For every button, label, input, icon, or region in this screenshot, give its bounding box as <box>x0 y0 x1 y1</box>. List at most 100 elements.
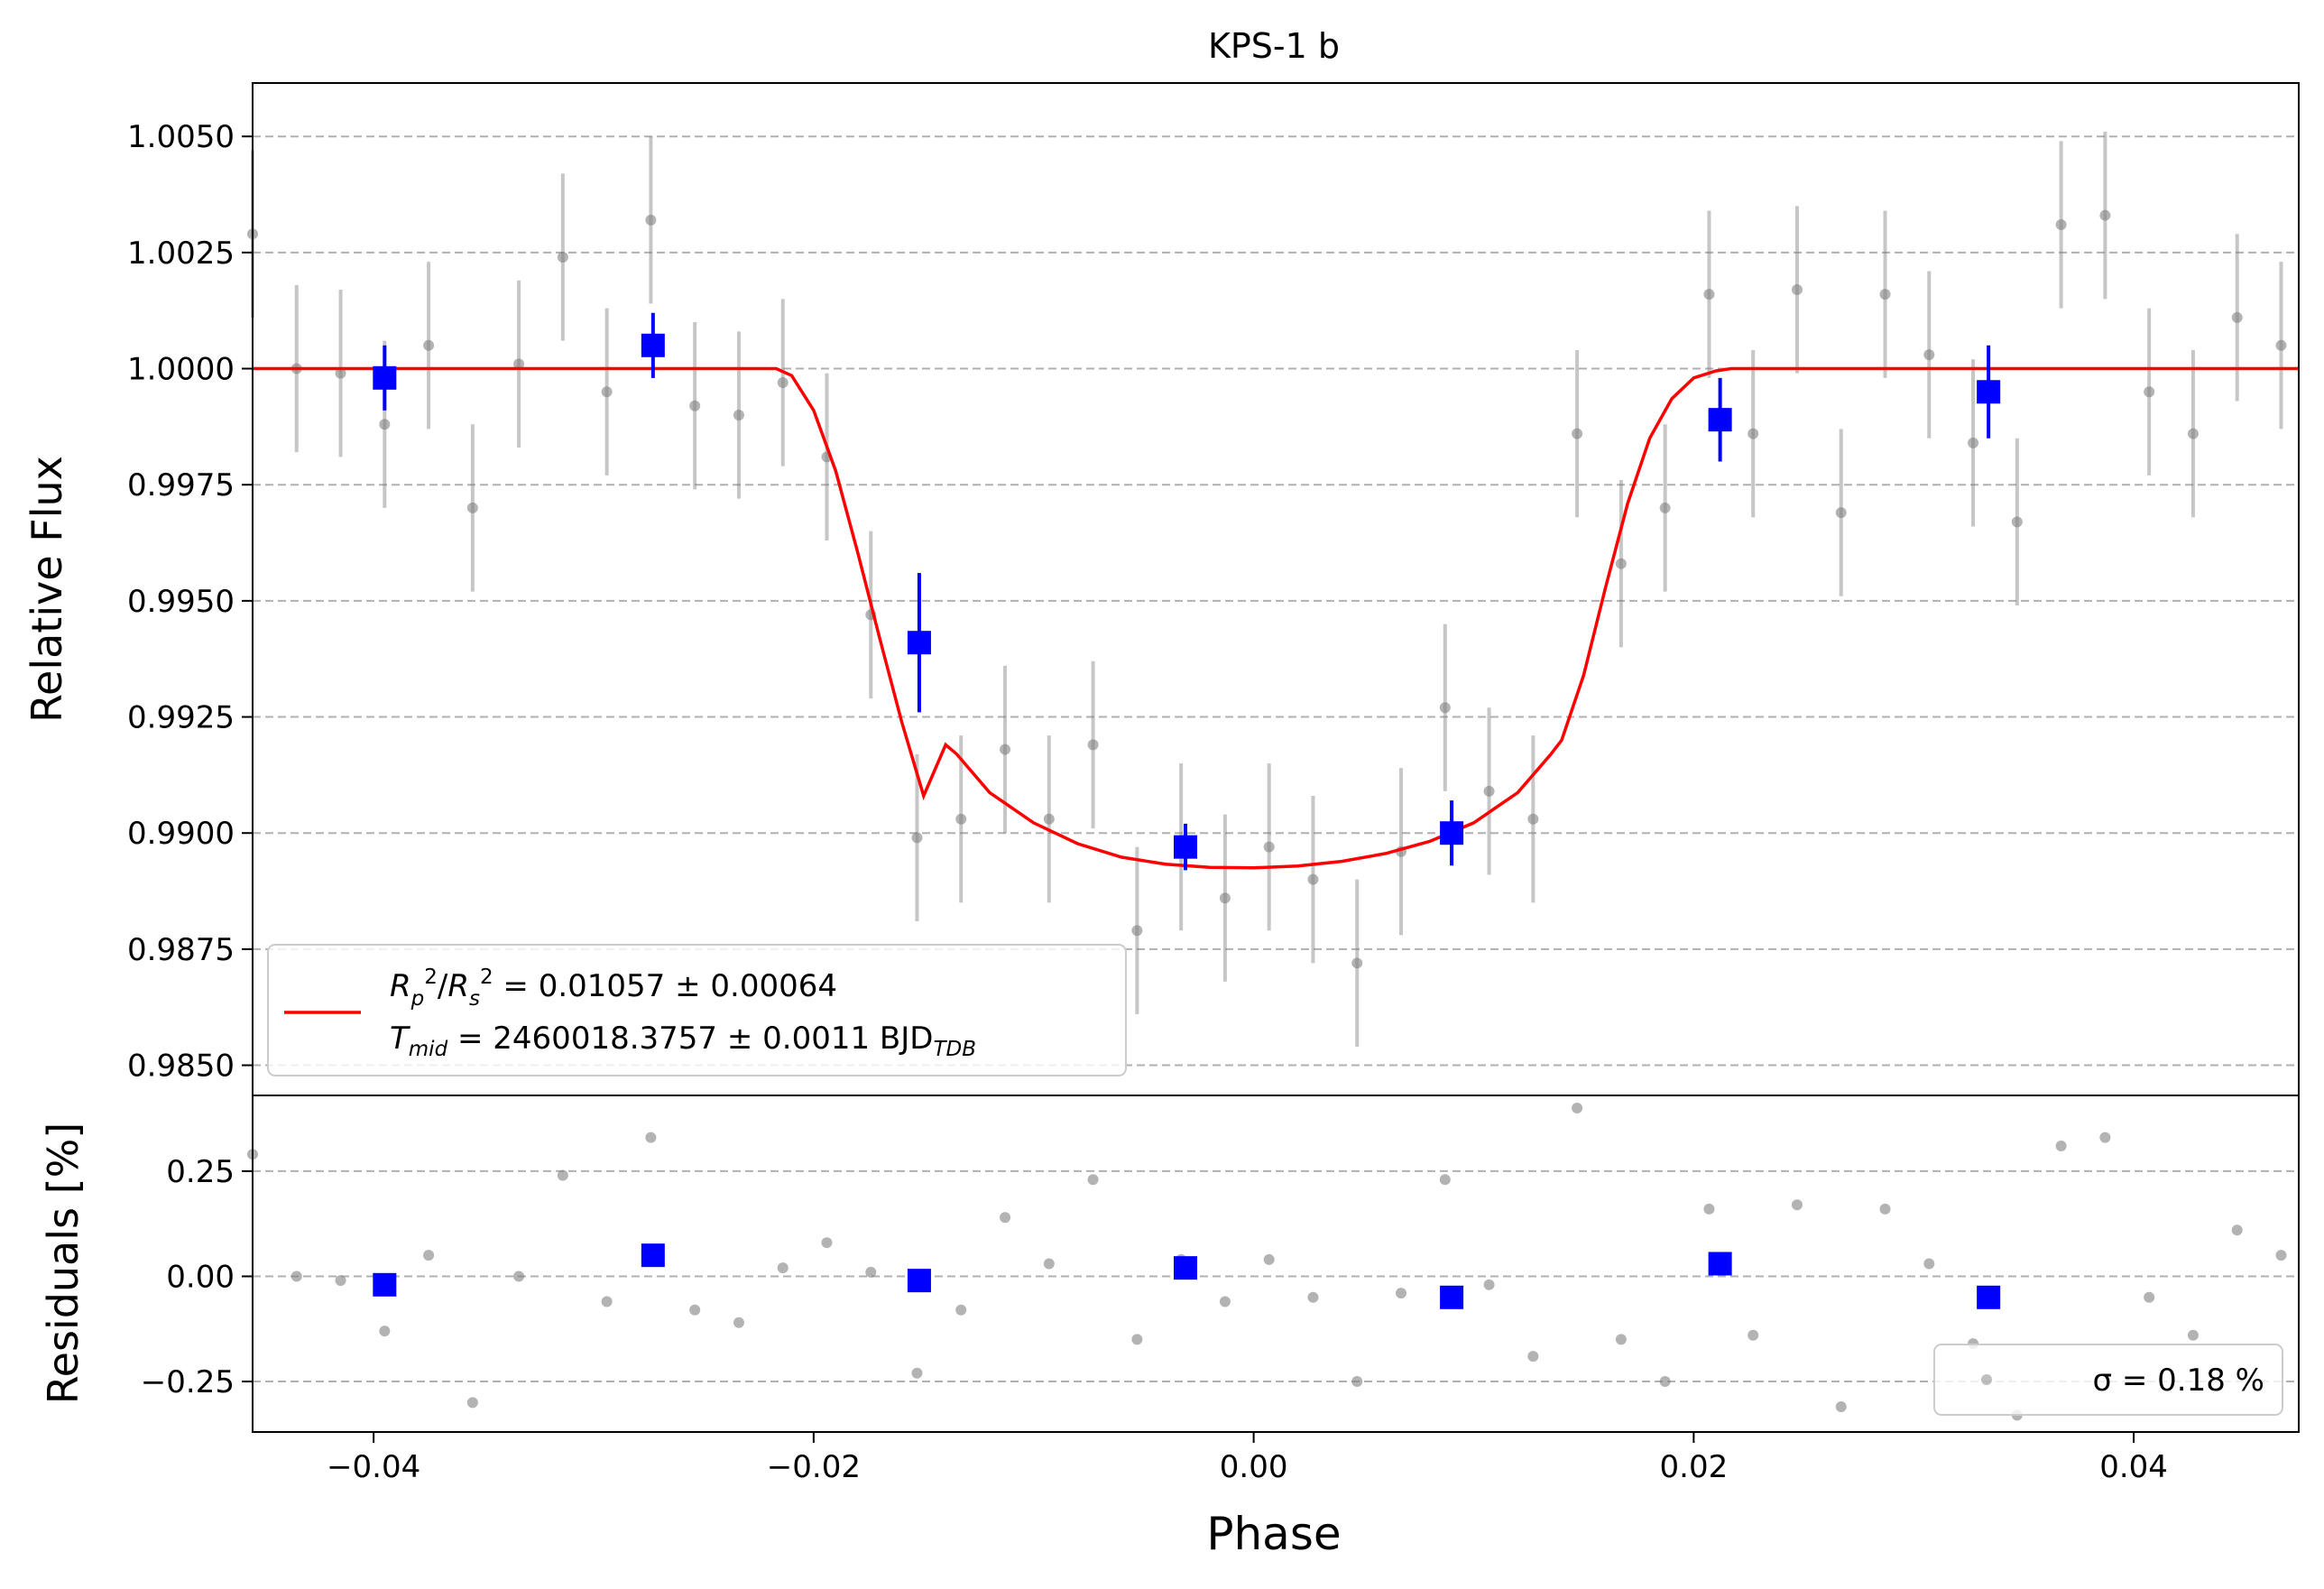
flux-raw-point <box>1615 558 1627 569</box>
residual-raw-point <box>1131 1334 1143 1345</box>
flux-y-axis-ticks: 0.9850 0.9875 0.9900 0.9925 0.9950 0.9975 1.00… <box>127 119 253 1085</box>
flux-raw-point <box>2144 386 2155 398</box>
flux-raw-point <box>2055 218 2067 230</box>
residual-raw-point <box>865 1266 877 1278</box>
chart-title: KPS-1 b <box>1208 26 1340 66</box>
flux-raw-point <box>513 358 525 370</box>
flux-y-tick-label: 0.9975 <box>127 467 235 503</box>
residuals-y-axis-ticks: −0.25 0.00 0.25 <box>141 1154 253 1400</box>
flux-raw-point <box>1923 349 1935 361</box>
residual-binned-point <box>1174 1256 1198 1280</box>
flux-raw-point <box>466 502 478 513</box>
residual-binned-point <box>1708 1252 1732 1276</box>
phase-x-tick-label: −0.02 <box>767 1449 861 1485</box>
flux-raw-point <box>911 832 923 844</box>
fit-legend-box <box>267 944 1127 1076</box>
residuals-y-axis-label: Residuals [%] <box>39 1122 88 1404</box>
phase-x-axis-label: Phase <box>1206 1508 1341 1560</box>
flux-raw-point <box>335 367 346 379</box>
flux-y-tick-label: 0.9875 <box>127 932 235 968</box>
residual-binned-point <box>1977 1285 2001 1309</box>
flux-binned-point <box>1440 821 1464 845</box>
residual-raw-point <box>1748 1329 1759 1341</box>
flux-raw-point <box>1835 507 1847 519</box>
flux-y-tick-label: 1.0025 <box>127 236 235 272</box>
residual-raw-point <box>955 1304 967 1316</box>
residual-raw-point <box>1087 1174 1099 1186</box>
flux-raw-point <box>1659 502 1671 513</box>
flux-raw-point <box>733 409 744 420</box>
sigma-legend-box <box>1933 1344 2283 1416</box>
flux-raw-point <box>2187 428 2199 439</box>
residual-raw-point <box>379 1326 391 1337</box>
flux-binned-point <box>907 631 931 655</box>
flux-raw-point <box>1703 289 1715 300</box>
residual-raw-point <box>1923 1258 1935 1270</box>
residual-raw-point <box>2144 1291 2155 1303</box>
flux-raw-point <box>2231 311 2243 323</box>
flux-binned-point <box>1174 835 1198 859</box>
flux-raw-point <box>1572 428 1583 439</box>
flux-raw-point <box>2099 209 2111 221</box>
residual-raw-point <box>1791 1199 1803 1211</box>
residual-raw-point <box>290 1270 302 1282</box>
residuals-y-tick-label: 0.00 <box>166 1259 235 1295</box>
residuals-panel: −0.25 0.00 0.25 −0.04 −0.02 0.00 0.02 0.04 σ =… <box>141 1095 2300 1485</box>
residual-raw-point <box>513 1270 525 1282</box>
flux-binned-point <box>373 365 397 390</box>
residual-raw-point <box>423 1250 435 1261</box>
fit-legend-tmid: Tmid = 2460018.3757 ± 0.0011 BJDTDB <box>390 1021 976 1061</box>
residual-binned-point <box>641 1243 665 1268</box>
residual-raw-point <box>335 1275 346 1287</box>
sigma-legend: σ = 0.18 % <box>1933 1344 2283 1416</box>
residual-raw-point <box>1307 1291 1319 1303</box>
flux-raw-point <box>645 214 657 226</box>
flux-binned-point <box>1977 380 2001 404</box>
residual-raw-point <box>733 1316 744 1328</box>
residual-raw-point <box>1483 1279 1495 1290</box>
flux-raw-point <box>1439 702 1451 714</box>
flux-y-tick-label: 1.0000 <box>127 352 235 388</box>
phase-x-tick-label: 0.00 <box>1220 1449 1288 1485</box>
flux-raw-point <box>423 339 435 351</box>
flux-raw-point <box>1879 289 1891 300</box>
flux-raw-point <box>1748 428 1759 439</box>
residual-raw-point <box>911 1367 923 1379</box>
residuals-raw-points <box>247 1102 2287 1421</box>
flux-raw-point <box>689 400 701 411</box>
flux-binned-point <box>641 333 665 357</box>
residual-raw-point <box>777 1262 788 1274</box>
transit-model-line <box>253 366 2299 870</box>
sigma-legend-marker <box>1981 1374 1992 1385</box>
flux-raw-point <box>1087 739 1099 751</box>
flux-raw-point <box>1043 813 1055 825</box>
residual-raw-point <box>2231 1224 2243 1236</box>
residual-raw-point <box>2187 1329 2199 1341</box>
residual-raw-point <box>1527 1351 1539 1363</box>
phase-x-tick-label: −0.04 <box>327 1449 420 1485</box>
residual-raw-point <box>2055 1140 2067 1151</box>
residual-raw-point <box>466 1397 478 1409</box>
phase-x-axis-ticks: −0.04 −0.02 0.00 0.02 0.04 <box>327 1432 2168 1485</box>
flux-y-tick-label: 0.9900 <box>127 816 235 852</box>
residual-raw-point <box>557 1169 568 1181</box>
residual-raw-point <box>1351 1376 1363 1388</box>
residuals-y-tick-label: 0.25 <box>166 1154 235 1190</box>
flux-raw-point <box>777 376 788 388</box>
flux-raw-point <box>1131 925 1143 937</box>
residual-raw-point <box>1879 1203 1891 1215</box>
flux-raw-point <box>601 386 613 398</box>
flux-raw-point <box>955 813 967 825</box>
residual-raw-point <box>689 1304 701 1316</box>
phase-x-tick-label: 0.04 <box>2099 1449 2168 1485</box>
residuals-y-tick-label: −0.25 <box>141 1364 235 1400</box>
flux-binned-point <box>1708 408 1732 432</box>
residual-raw-point <box>1000 1212 1011 1224</box>
flux-y-axis-label: Relative Flux <box>23 456 71 723</box>
residual-raw-point <box>1043 1258 1055 1270</box>
flux-raw-point <box>1791 284 1803 296</box>
fit-legend-depth: Rp2/Rs2 = 0.01057 ± 0.00064 <box>390 965 837 1011</box>
flux-raw-point <box>557 252 568 263</box>
residual-raw-point <box>1219 1296 1231 1307</box>
